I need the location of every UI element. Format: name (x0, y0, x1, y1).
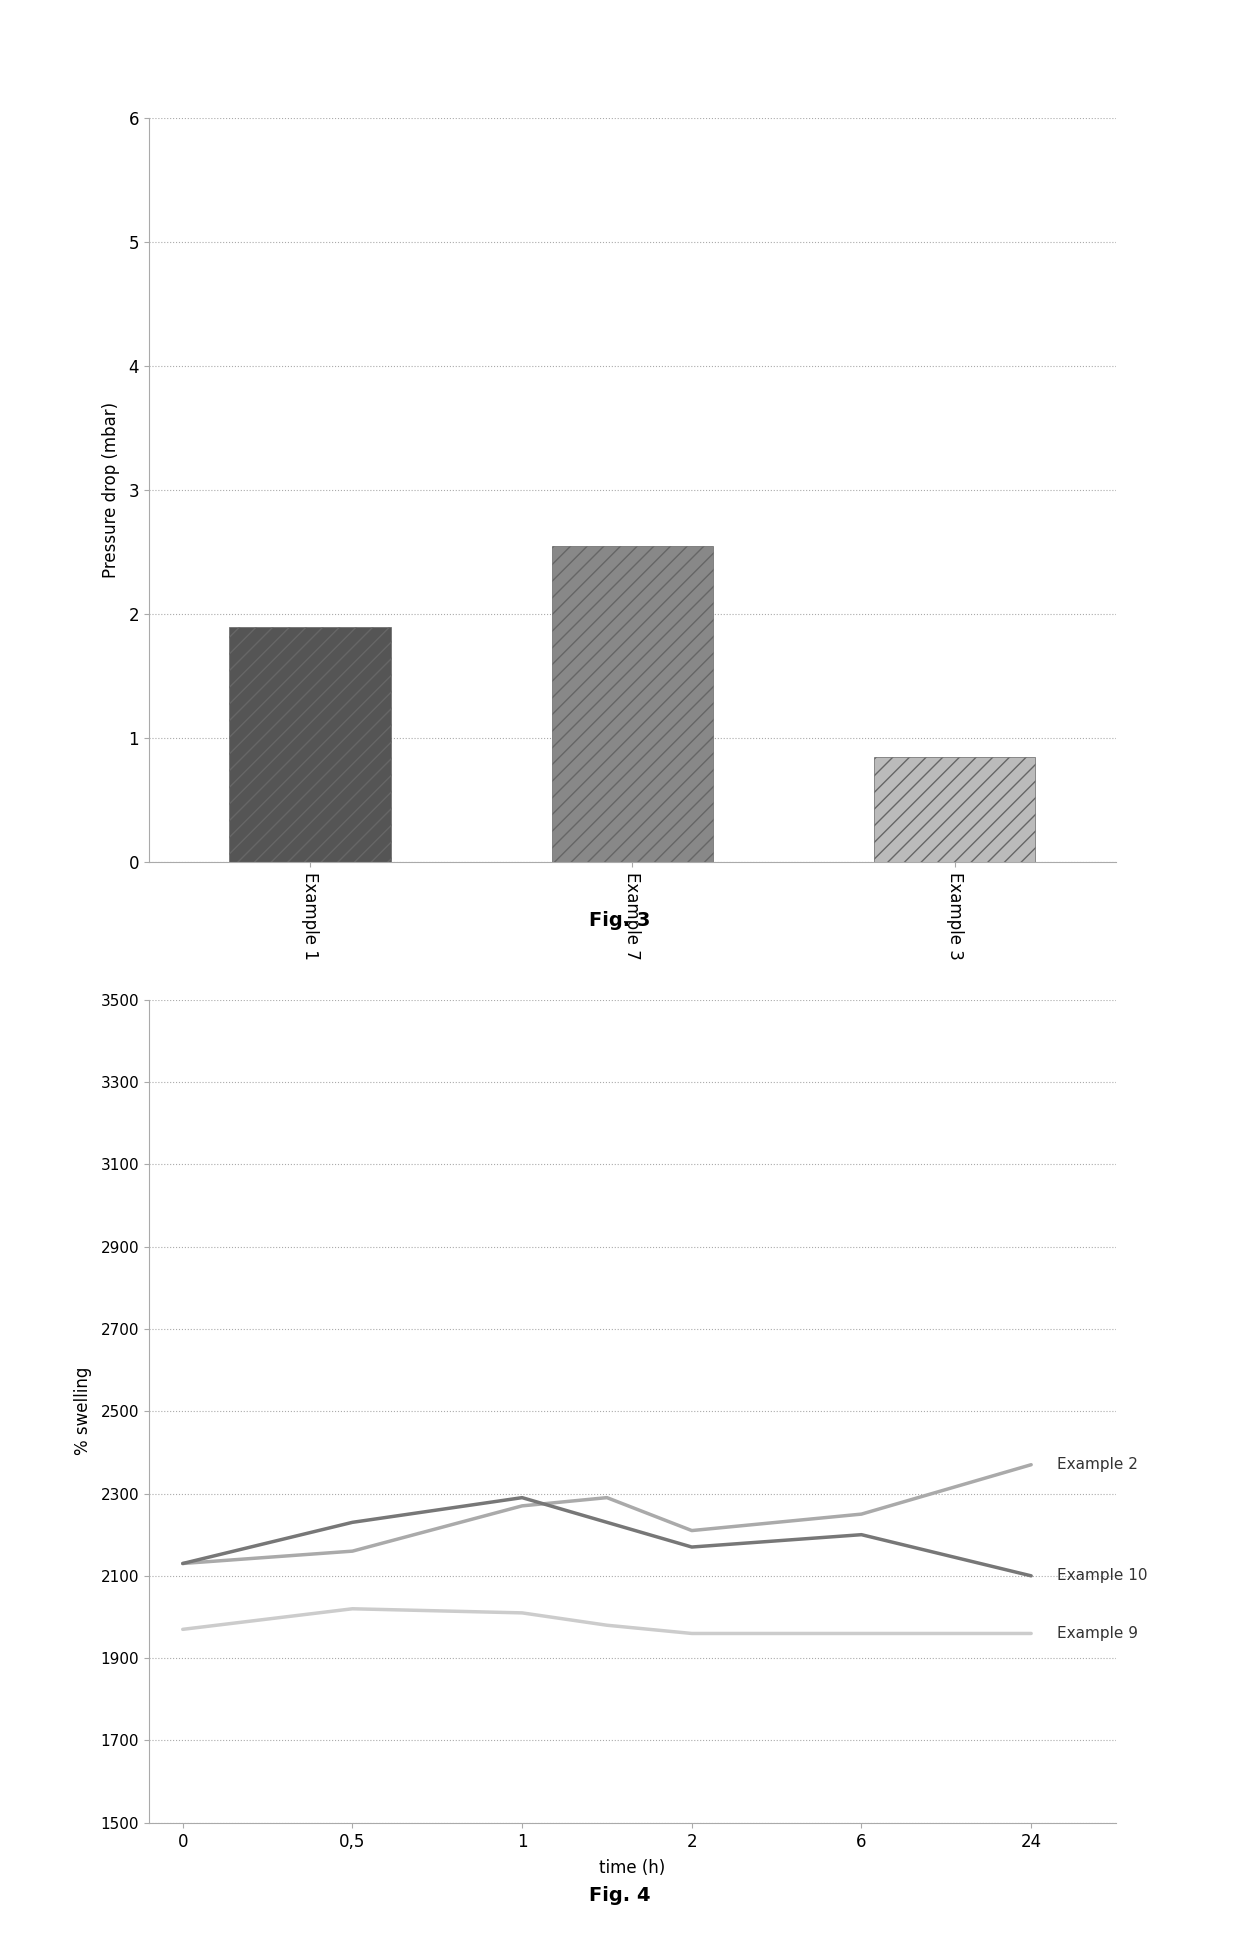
Y-axis label: % swelling: % swelling (74, 1366, 92, 1456)
Text: Fig. 4: Fig. 4 (589, 1886, 651, 1905)
Bar (874, 757, 1035, 862)
Text: Example 9: Example 9 (1056, 1627, 1137, 1641)
Bar (552, 547, 713, 862)
Y-axis label: Pressure drop (mbar): Pressure drop (mbar) (102, 402, 120, 578)
Text: Example 2: Example 2 (1056, 1456, 1137, 1472)
Text: Example 10: Example 10 (1056, 1568, 1147, 1584)
X-axis label: time (h): time (h) (599, 1858, 666, 1878)
Text: Fig. 3: Fig. 3 (589, 911, 651, 931)
Bar (229, 627, 391, 862)
